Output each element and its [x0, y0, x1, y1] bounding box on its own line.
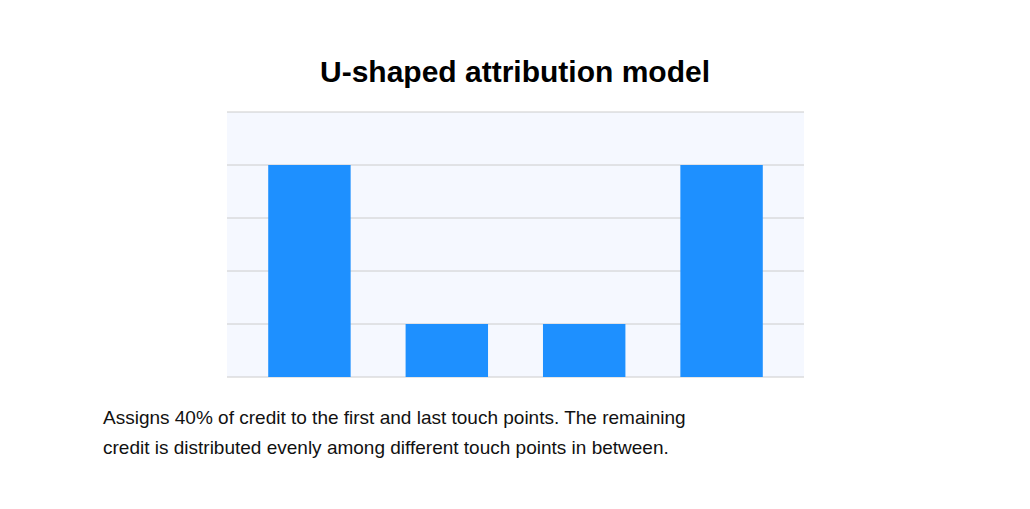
bar	[406, 324, 488, 377]
bar	[543, 324, 625, 377]
bar	[268, 165, 350, 377]
chart-container: U-shaped attribution model Assigns 40% of…	[0, 0, 1030, 509]
bars	[268, 165, 763, 377]
grid-line	[227, 112, 804, 113]
chart-svg: U-shaped attribution model Assigns 40% of…	[0, 0, 1030, 509]
bar	[680, 165, 762, 377]
plot-background	[227, 112, 804, 377]
caption: credit is distributed evenly among diffe…	[103, 437, 669, 458]
title: U-shaped attribution model	[320, 55, 710, 88]
grid	[227, 112, 804, 377]
caption: Assigns 40% of credit to the first and l…	[103, 407, 686, 428]
